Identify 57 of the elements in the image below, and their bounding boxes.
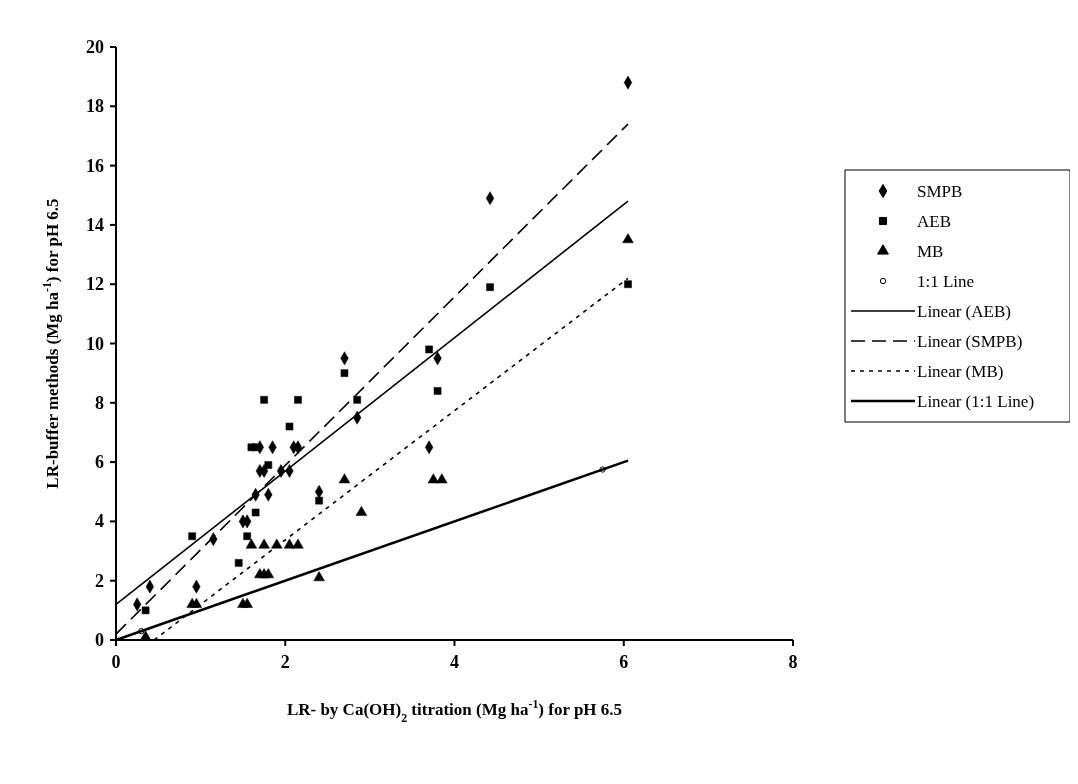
point: [243, 532, 251, 541]
point: [353, 396, 361, 404]
legend-label: Linear (SMPB): [917, 332, 1023, 351]
point: [315, 496, 323, 505]
y-tick-label: 12: [86, 274, 104, 295]
y-tick-label: 2: [95, 570, 104, 591]
y-tick-label: 8: [95, 392, 104, 413]
point: [313, 571, 325, 582]
y-tick-label: 16: [86, 155, 104, 176]
legend-label: Linear (1:1 Line): [917, 392, 1035, 411]
point: [188, 532, 196, 541]
point: [294, 396, 302, 404]
x-tick-label: 8: [788, 652, 798, 672]
point: [355, 506, 368, 516]
point: [486, 283, 494, 291]
y-tick-label: 20: [86, 37, 104, 57]
x-tick-label: 2: [280, 652, 290, 672]
point: [258, 538, 270, 549]
y-tick-label: 4: [95, 511, 104, 532]
legend-label: AEB: [917, 212, 951, 231]
point: [433, 387, 442, 395]
legend-label: MB: [917, 242, 944, 261]
y-tick-label: 0: [95, 630, 104, 650]
point: [425, 345, 433, 354]
point: [260, 396, 268, 404]
y-tick-label: 18: [86, 96, 104, 117]
point: [624, 280, 632, 288]
point: [264, 461, 273, 469]
legend-label: Linear (MB): [917, 362, 1004, 381]
x-tick-label: 0: [111, 652, 121, 672]
point: [292, 538, 304, 549]
point: [245, 538, 258, 549]
y-tick-label: 6: [95, 452, 104, 473]
point: [427, 473, 439, 484]
point: [190, 597, 203, 608]
point: [251, 508, 260, 517]
x-tick-label: 6: [619, 652, 629, 672]
x-axis-title: LR- by Ca(OH)$_{2}$ titration (Mg ha$^{-1}$) for pH 6.5: [286, 697, 623, 725]
y-tick-label: 14: [86, 214, 104, 235]
x-tick-label: 4: [450, 652, 459, 672]
point: [271, 538, 283, 549]
point: [241, 597, 253, 608]
point: [262, 568, 274, 579]
point: [436, 473, 448, 484]
legend-label: SMPB: [917, 182, 963, 201]
point: [276, 464, 286, 478]
point: [622, 233, 634, 244]
point: [251, 443, 260, 452]
legend-label: 1:1 Line: [917, 272, 975, 291]
point: [338, 473, 351, 484]
point: [285, 422, 294, 431]
point: [340, 369, 349, 377]
point: [234, 559, 243, 567]
y-tick-label: 10: [86, 333, 104, 354]
point: [141, 606, 150, 615]
point: [283, 538, 296, 549]
legend-label: Linear (AEB): [917, 302, 1011, 321]
